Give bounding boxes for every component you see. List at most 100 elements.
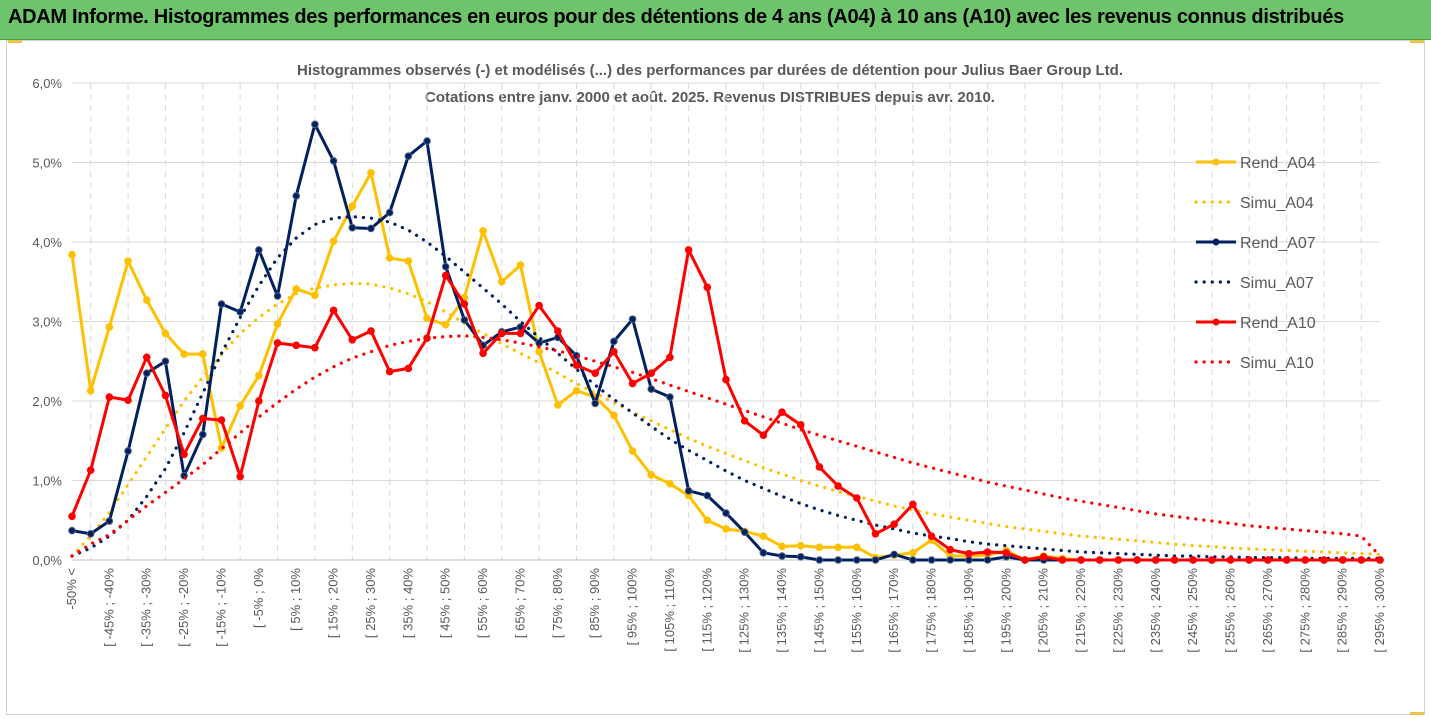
y-tick-label: 1,0% [32, 474, 62, 489]
data-point-rend-a10 [1338, 556, 1347, 564]
corner-mark-top-right [1410, 40, 1424, 43]
data-point-rend-a04 [142, 296, 151, 304]
y-tick-label: 0,0% [32, 553, 62, 568]
data-point-rend-a10 [479, 349, 487, 358]
x-tick-label: [ 65% ; 70% [512, 568, 527, 639]
data-point-rend-a10 [367, 327, 375, 335]
data-point-rend-a10 [591, 369, 600, 377]
data-point-rend-a04 [778, 542, 786, 551]
x-tick-label: [ 115% ; 120% [699, 568, 714, 652]
data-point-rend-a07 [983, 556, 992, 564]
data-point-rend-a04 [572, 386, 581, 395]
data-point-rend-a07 [871, 556, 880, 564]
data-point-rend-a10 [684, 246, 693, 254]
data-point-rend-a04 [554, 401, 562, 409]
data-point-rend-a10 [1245, 556, 1253, 564]
data-point-rend-a07 [236, 308, 244, 316]
data-point-rend-a04 [423, 314, 431, 323]
x-tick-label: [ 105% ; 110% [662, 568, 677, 652]
data-point-rend-a07 [161, 357, 170, 366]
x-tick-label: [ 135% ; 140% [774, 568, 789, 653]
legend-label-simu-a07: Simu_A07 [1240, 275, 1314, 292]
data-point-rend-a10 [385, 367, 394, 376]
x-tick-label: [ 255% ; 260% [1223, 568, 1238, 653]
data-point-rend-a07 [628, 315, 637, 323]
data-point-rend-a04 [834, 543, 842, 552]
corner-mark-bottom-right [1410, 712, 1424, 715]
y-tick-label: 2,0% [32, 394, 62, 409]
x-tick-label: [ 275% ; 280% [1297, 568, 1312, 653]
legend-label-simu-a04: Simu_A04 [1240, 195, 1314, 212]
data-point-rend-a04 [348, 202, 357, 211]
data-point-rend-a07 [441, 262, 450, 271]
data-point-rend-a10 [441, 271, 450, 280]
x-tick-label: [ 195% ; 200% [998, 568, 1013, 653]
data-point-rend-a10 [1282, 556, 1291, 564]
data-point-rend-a04 [236, 401, 244, 410]
data-point-rend-a10 [1226, 556, 1235, 564]
data-point-rend-a10 [1301, 556, 1310, 564]
data-point-rend-a04 [105, 323, 114, 331]
data-point-rend-a04 [86, 386, 95, 395]
data-point-rend-a07 [909, 556, 917, 564]
data-point-rend-a07 [199, 430, 207, 439]
data-point-rend-a07 [946, 556, 955, 564]
data-point-rend-a07 [890, 550, 898, 559]
x-tick-label: [ 25% ; 30% [363, 568, 378, 639]
data-point-rend-a10 [68, 512, 76, 521]
series-line-simu-a04 [70, 281, 1382, 558]
data-point-rend-a10 [236, 472, 244, 481]
x-tick-label: [ 75% ; 80% [550, 568, 565, 639]
data-point-rend-a04 [329, 237, 338, 246]
legend-label-rend-a10: Rend_A10 [1240, 315, 1316, 332]
data-point-rend-a07 [796, 553, 805, 561]
legend-label-rend-a07: Rend_A07 [1240, 235, 1316, 252]
page-title: ADAM Informe. Histogrammes des performan… [8, 6, 1344, 28]
data-point-rend-a10 [460, 300, 469, 308]
data-point-rend-a10 [778, 408, 786, 416]
series-line-simu-a10 [70, 334, 1382, 558]
x-tick-label: [ 5% ; 10% [288, 568, 303, 631]
data-point-rend-a10 [1114, 556, 1123, 564]
data-point-rend-a10 [572, 361, 581, 370]
data-point-rend-a07 [666, 393, 674, 401]
data-point-rend-a07 [68, 526, 76, 535]
x-tick-label: [ -25% ; -20% [176, 568, 191, 647]
data-point-rend-a10 [796, 421, 805, 429]
data-point-rend-a04 [535, 347, 543, 356]
data-point-rend-a07 [273, 292, 282, 300]
data-point-rend-a10 [124, 396, 132, 405]
data-point-rend-a10 [871, 529, 880, 538]
data-point-rend-a10 [1170, 556, 1179, 564]
data-point-rend-a10 [815, 463, 824, 471]
x-tick-label: [ 225% ; 230% [1110, 568, 1125, 653]
data-point-rend-a04 [628, 447, 637, 455]
data-point-rend-a07 [535, 339, 543, 347]
data-point-rend-a04 [722, 525, 730, 533]
data-point-rend-a07 [815, 556, 824, 564]
data-point-rend-a07 [647, 385, 656, 393]
data-point-rend-a04 [367, 169, 375, 177]
data-point-rend-a07 [834, 556, 842, 564]
legend-label-simu-a10: Simu_A10 [1240, 355, 1314, 372]
x-tick-label: [ 245% ; 250% [1185, 568, 1200, 653]
data-point-rend-a10 [1002, 549, 1011, 557]
data-point-rend-a10 [217, 416, 226, 424]
data-point-rend-a07 [255, 246, 263, 254]
data-point-rend-a07 [610, 337, 618, 346]
x-tick-label: [ -35% ; -30% [139, 568, 154, 647]
data-point-rend-a04 [441, 320, 450, 329]
x-tick-label: [ 85% ; 90% [587, 568, 602, 639]
data-point-rend-a04 [703, 516, 712, 525]
data-point-rend-a04 [666, 479, 674, 488]
data-point-rend-a10 [535, 301, 543, 310]
data-point-rend-a07 [591, 399, 600, 408]
data-point-rend-a10 [86, 466, 95, 474]
data-point-rend-a07 [292, 192, 301, 200]
data-point-rend-a04 [292, 285, 301, 293]
data-point-rend-a04 [479, 227, 487, 235]
legend-label-rend-a04: Rend_A04 [1240, 155, 1316, 172]
data-point-rend-a07 [740, 528, 749, 536]
data-point-rend-a10 [329, 306, 338, 315]
